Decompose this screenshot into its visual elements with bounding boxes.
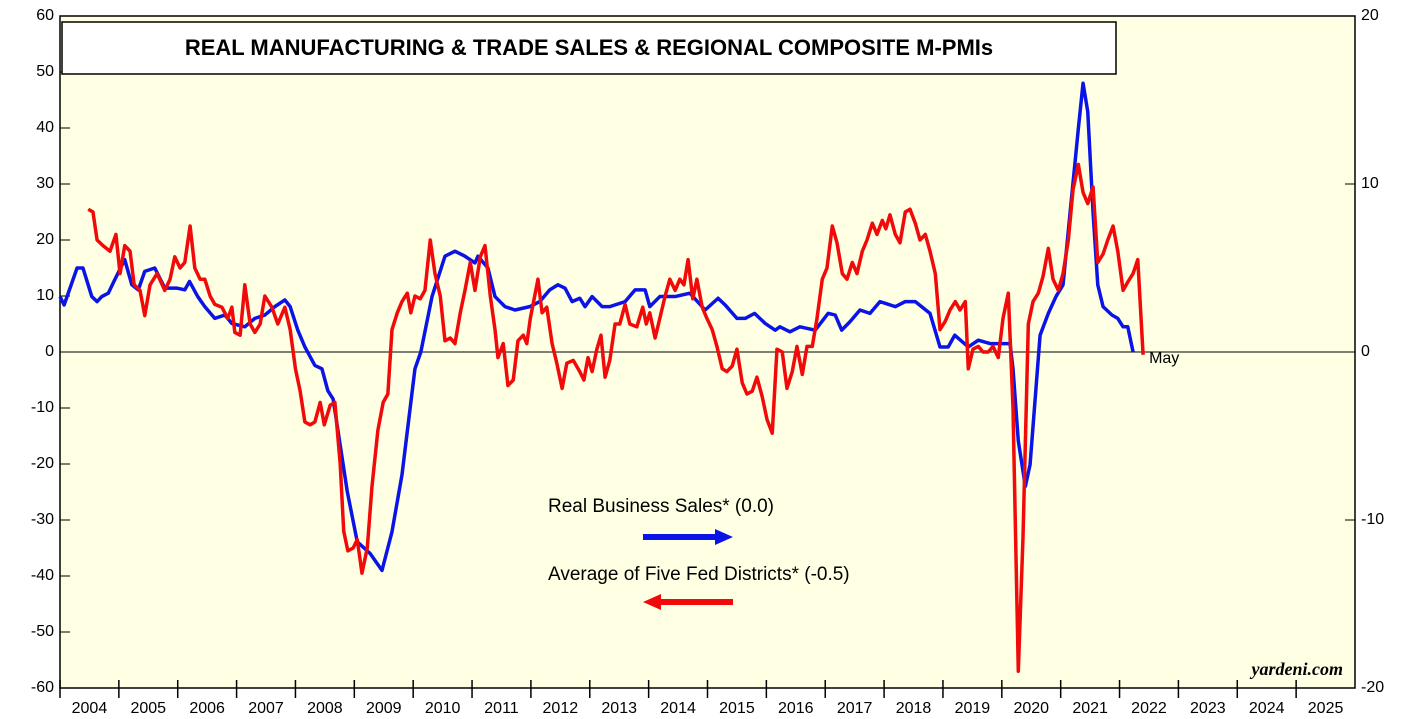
title-box [61, 21, 1117, 75]
y-tick-label: -30 [31, 511, 54, 528]
y-tick-label: -40 [31, 567, 54, 584]
legend-arrowhead [715, 529, 733, 545]
y-tick-label: 40 [36, 119, 54, 136]
series-line [87, 162, 1145, 673]
x-tick-label: 2009 [366, 700, 402, 717]
x-tick-label: 2011 [484, 700, 519, 717]
y-tick-label: 20 [36, 231, 54, 248]
x-tick-label: 2014 [660, 700, 696, 717]
y2-tick-label: 10 [1361, 175, 1379, 192]
y-tick-label: -60 [31, 679, 54, 696]
x-tick-label: 2016 [778, 700, 814, 717]
y-tick-label: 10 [36, 287, 54, 304]
x-tick-label: 2015 [719, 700, 755, 717]
y2-tick-label: 0 [1361, 343, 1370, 360]
x-tick-label: 2019 [955, 700, 991, 717]
x-tick-label: 2012 [543, 700, 579, 717]
x-tick-label: 2024 [1249, 700, 1285, 717]
y-tick-label: 30 [36, 175, 54, 192]
legend-arrows [643, 529, 733, 610]
y-tick-label: -20 [31, 455, 54, 472]
chart-title: REAL MANUFACTURING & TRADE SALES & REGIO… [185, 35, 993, 60]
y-tick-label: -50 [31, 623, 54, 640]
x-tick-label: 2013 [601, 700, 637, 717]
x-tick-label: 2006 [189, 700, 225, 717]
x-tick-label: 2021 [1072, 700, 1108, 717]
axes: -60 -50 -40 -30 -20 -10 0 10 20 30 40 50 60 -20 -10 0 10… [31, 7, 1384, 717]
annotation: May [1149, 350, 1179, 367]
x-tick-label: 2017 [837, 700, 873, 717]
legend-label: Average of Five Fed Districts* (-0.5) [548, 564, 850, 585]
x-tick-label: 2007 [248, 700, 284, 717]
lines: May [58, 81, 1179, 673]
y2-tick-label: -20 [1361, 679, 1384, 696]
legend-label: Real Business Sales* (0.0) [548, 496, 774, 517]
x-tick-label: 2018 [896, 700, 932, 717]
source: yardeni.com [1250, 659, 1344, 679]
y-tick-label: 50 [36, 63, 54, 80]
y-tick-label: -10 [31, 399, 54, 416]
x-tick-label: 2020 [1013, 700, 1049, 717]
x-tick-label: 2010 [425, 700, 461, 717]
y-tick-label: 60 [36, 7, 54, 24]
y-tick-label: 0 [45, 343, 54, 360]
x-tick-label: 2022 [1131, 700, 1167, 717]
y2-tick-label: -10 [1361, 511, 1384, 528]
legend-arrowhead [643, 594, 661, 610]
x-tick-label: 2005 [130, 700, 166, 717]
x-tick-label: 2023 [1190, 700, 1226, 717]
x-tick-label: 2008 [307, 700, 343, 717]
y2-tick-label: 20 [1361, 7, 1379, 24]
x-tick-label: 2004 [72, 700, 108, 717]
x-tick-label: 2025 [1308, 700, 1344, 717]
